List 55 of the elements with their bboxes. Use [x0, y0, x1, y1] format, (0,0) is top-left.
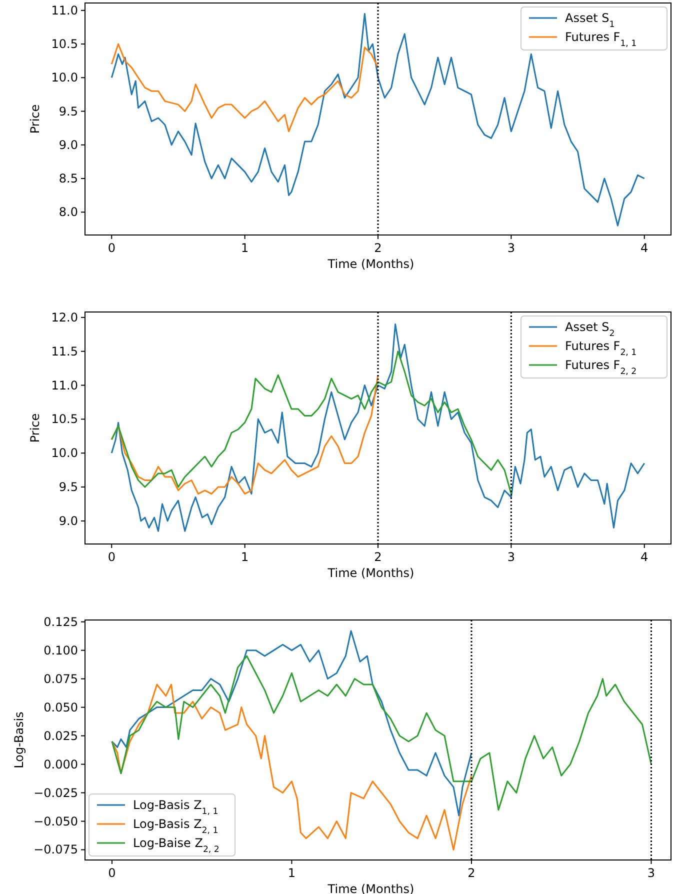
- x-tick-label: 1: [241, 241, 249, 255]
- y-tick-label: 8.5: [58, 172, 78, 186]
- x-tick-label: 2: [374, 550, 382, 564]
- y-tick-label: 0.050: [44, 700, 78, 714]
- y-tick-label: 0.025: [44, 728, 78, 743]
- legend-label: Asset S$_{1}$: [565, 11, 615, 30]
- x-tick-label: 0: [108, 550, 116, 564]
- y-tick-label: 11.0: [51, 3, 78, 18]
- y-tick-label: 9.0: [58, 514, 78, 528]
- y-tick-label: 10.0: [51, 446, 78, 460]
- y-tick-label: 0.000: [44, 757, 78, 772]
- y-tick-label: 10.5: [51, 37, 78, 52]
- line-series: [110, 13, 646, 226]
- y-tick-label: −0.050: [34, 814, 78, 828]
- x-tick-label: 3: [647, 866, 656, 880]
- y-tick-label: 0.075: [44, 672, 78, 686]
- legend-label: Futures F$_{2, 1}$: [565, 339, 637, 358]
- x-tick-label: 1: [241, 550, 249, 564]
- line-series: [110, 43, 379, 132]
- y-tick-label: −0.025: [34, 786, 78, 800]
- x-tick-label: 3: [507, 550, 515, 564]
- x-tick-label: 0: [108, 241, 116, 255]
- x-tick-label: 4: [640, 550, 648, 564]
- y-tick-label: 10.5: [51, 412, 78, 426]
- y-tick-label: −0.075: [34, 842, 78, 857]
- legend-label: Log-Basis Z$_{2, 1}$: [133, 817, 218, 836]
- y-tick-label: 8.0: [58, 205, 78, 220]
- y-axis-title: Price: [28, 104, 42, 134]
- y-axis-title: Price: [28, 413, 42, 443]
- line-series: [111, 630, 472, 816]
- x-axis-title: Time (Months): [326, 257, 414, 271]
- legend-label: Log-Baise Z$_{2, 2}$: [133, 836, 220, 855]
- y-tick-label: 12.0: [51, 310, 78, 324]
- x-axis-title: Time (Months): [326, 566, 414, 580]
- x-tick-label: 2: [468, 866, 476, 880]
- line-series: [110, 323, 646, 532]
- legend-label: Asset S$_{2}$: [565, 320, 615, 339]
- x-tick-label: 3: [507, 241, 515, 255]
- legend-label: Futures F$_{1, 1}$: [565, 30, 637, 49]
- legend-label: Log-Basis Z$_{1, 1}$: [133, 798, 218, 817]
- legend-label: Futures F$_{2, 2}$: [565, 358, 637, 377]
- y-tick-label: 9.0: [58, 138, 78, 152]
- x-tick-label: 0: [108, 866, 116, 880]
- y-tick-label: 9.5: [58, 480, 78, 494]
- line-series: [110, 350, 512, 495]
- y-tick-label: 9.5: [58, 104, 78, 118]
- x-tick-label: 1: [288, 866, 296, 880]
- y-tick-label: 0.100: [44, 643, 78, 658]
- x-tick-label: 4: [640, 241, 648, 255]
- y-axis-title: Log-Basis: [12, 712, 26, 768]
- x-tick-label: 2: [374, 241, 382, 255]
- y-tick-label: 0.125: [44, 614, 78, 629]
- y-tick-label: 11.5: [51, 344, 78, 358]
- y-tick-label: 11.0: [51, 378, 78, 392]
- y-tick-label: 10.0: [51, 70, 78, 85]
